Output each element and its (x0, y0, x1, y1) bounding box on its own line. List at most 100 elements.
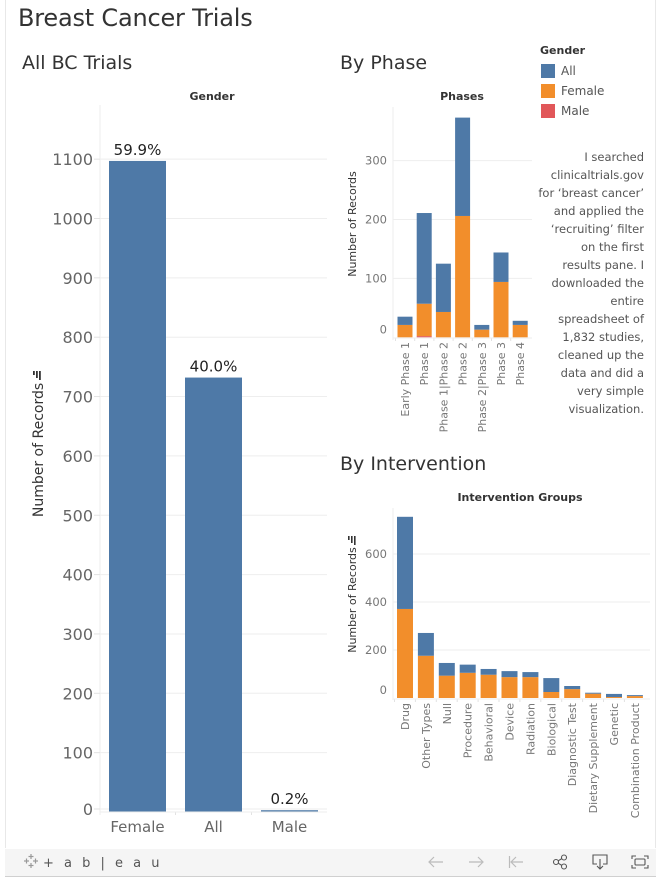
bar-segment-all (416, 213, 432, 304)
y-tick-label: 0 (380, 683, 387, 697)
x-tick-label: Drug (399, 703, 412, 730)
bar-segment-female (606, 697, 622, 698)
bar-segment-female (626, 696, 643, 698)
x-tick-label: Early Phase 1 (399, 342, 412, 417)
legend-label: Female (561, 84, 605, 98)
sort-icon (33, 371, 41, 380)
redo-button[interactable] (465, 852, 487, 872)
legend-item-male[interactable]: Male (541, 104, 589, 118)
x-tick-label: Null (441, 703, 454, 724)
bar-segment-all (435, 263, 451, 312)
revert-button[interactable] (505, 852, 527, 872)
dashboard-title: Breast Cancer Trials (18, 4, 253, 32)
annotation-line: very simple (576, 384, 644, 398)
legend-label: Male (561, 104, 590, 118)
y-tick-label: 700 (62, 388, 93, 407)
undo-button[interactable] (425, 852, 447, 872)
annotation-line: for ‘breast cancer’ (538, 186, 644, 200)
annotation-line: ‘recruiting’ filter (550, 222, 644, 236)
download-button[interactable] (589, 852, 611, 872)
annotation-text: I searched clinicaltrials.gov for ‘breast … (528, 148, 644, 418)
bar-segment-all (543, 678, 560, 692)
bar-segment-female (522, 677, 539, 698)
section-title-all: All BC Trials (22, 52, 133, 74)
x-tick-label: Device (504, 703, 517, 741)
sort-icon-bar (351, 536, 353, 543)
x-tick-label: Female (110, 818, 164, 836)
y-tick-label: 300 (365, 154, 387, 168)
legend-item-all[interactable]: All (541, 64, 576, 78)
legend-swatch-female (541, 84, 555, 98)
y-tick-label: 600 (62, 447, 93, 466)
bar-segment-female (459, 672, 476, 698)
bar-segment-all (512, 320, 528, 325)
y-tick-label: 0 (380, 322, 387, 336)
legend-item-female[interactable]: Female (541, 84, 604, 98)
share-icon (552, 854, 568, 870)
bar-segment-all (459, 664, 476, 673)
annotation-line: data and did a (560, 366, 644, 380)
bar-segment-female (501, 677, 518, 698)
sort-icon-bar (348, 536, 350, 540)
sort-icon (348, 536, 356, 545)
frame-border-right (655, 0, 656, 848)
annotation-line: on the first (581, 240, 644, 254)
fullscreen-button[interactable] (629, 852, 651, 872)
sort-icon-bar (33, 371, 35, 375)
sort-icon-bar (36, 371, 38, 378)
x-tick-label: Phase 4 (514, 342, 527, 385)
legend-swatch-male (541, 104, 555, 118)
legend-title: Gender (540, 44, 586, 57)
annotation-line: clinicaltrials.gov (550, 168, 644, 182)
y-tick-label: 0 (83, 800, 93, 819)
y-tick-label: 100 (365, 271, 387, 285)
share-button[interactable] (549, 852, 571, 872)
data-label: 59.9% (114, 141, 162, 159)
legend-label: All (561, 64, 576, 78)
y-tick-label: 200 (365, 213, 387, 227)
bar-segment-all (501, 671, 518, 678)
y-tick-label: 1100 (52, 150, 93, 169)
y-tick-label: 400 (365, 595, 387, 609)
download-icon (592, 854, 608, 870)
bar-segment-all (480, 668, 497, 675)
annotation-line: visualization. (568, 402, 645, 416)
y-axis-title: Number of Records (346, 547, 359, 653)
bar-segment-all (564, 686, 581, 690)
y-tick-label: 300 (62, 625, 93, 644)
sort-icon-bar (39, 371, 41, 380)
bar-segment-all (397, 316, 413, 325)
tableau-wordmark: + a b | e a u (43, 855, 163, 871)
data-label: 0.2% (270, 790, 308, 808)
bar-segment-all (606, 693, 622, 698)
bar-segment-all (493, 252, 509, 282)
bar-segment-female (543, 692, 560, 698)
bar-male (261, 810, 318, 813)
frame-border-left (5, 0, 6, 848)
tableau-logo-icon (23, 853, 39, 873)
y-tick-label: 100 (62, 744, 93, 763)
bar-segment-female (480, 674, 497, 698)
bar-segment-male (416, 336, 432, 338)
annotation-line: and applied the (553, 204, 644, 218)
x-tick-label: Phase 3 (495, 342, 508, 385)
y-tick-label: 800 (62, 328, 93, 347)
y-axis-title: Number of Records (346, 171, 359, 277)
bar-segment-all (474, 324, 490, 330)
x-tick-label: Genetic (608, 703, 621, 745)
bar-segment-female (512, 324, 528, 338)
x-tick-label: Behavioral (483, 703, 496, 762)
y-tick-label: 400 (62, 566, 93, 585)
tableau-brand[interactable]: + a b | e a u (23, 853, 163, 873)
bar-segment-female (564, 689, 581, 698)
legend-swatch-all (541, 64, 555, 78)
bar-segment-all (522, 672, 539, 678)
arrow-right-icon (469, 856, 484, 868)
section-title-intervention: By Intervention (340, 453, 487, 475)
annotation-line: 1,832 studies, (562, 330, 644, 344)
arrow-left-icon (428, 856, 443, 868)
bar-segment-all (585, 692, 602, 694)
annotation-line: downloaded the (551, 276, 644, 290)
